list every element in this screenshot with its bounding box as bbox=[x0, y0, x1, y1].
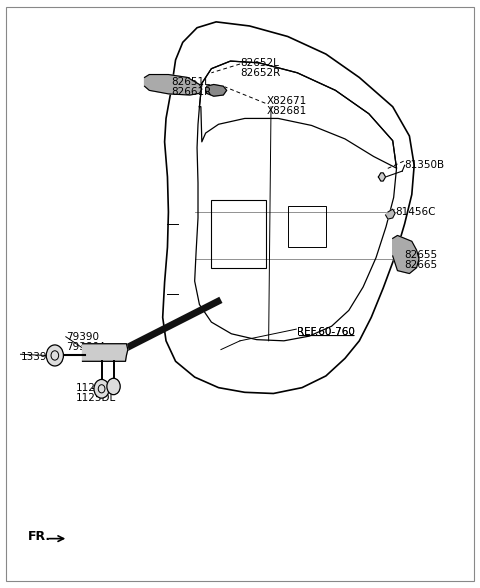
Text: X82681: X82681 bbox=[266, 106, 307, 116]
Text: 79390: 79390 bbox=[66, 332, 99, 342]
Text: 1339CC: 1339CC bbox=[21, 352, 62, 362]
Text: 81350B: 81350B bbox=[405, 161, 445, 171]
Text: X82671: X82671 bbox=[266, 96, 307, 106]
Text: 79380A: 79380A bbox=[66, 342, 106, 352]
Text: 1125DL: 1125DL bbox=[75, 393, 116, 403]
Bar bbox=[288, 206, 326, 247]
Text: REF.60-760: REF.60-760 bbox=[297, 327, 355, 337]
Text: FR.: FR. bbox=[28, 530, 51, 543]
Text: 82661R: 82661R bbox=[171, 87, 211, 97]
Polygon shape bbox=[83, 344, 128, 361]
Polygon shape bbox=[144, 75, 202, 95]
Text: 82652R: 82652R bbox=[240, 68, 280, 78]
Text: 82652L: 82652L bbox=[240, 58, 279, 68]
Circle shape bbox=[94, 379, 109, 398]
Circle shape bbox=[46, 345, 63, 366]
Polygon shape bbox=[393, 235, 419, 273]
Polygon shape bbox=[378, 173, 385, 181]
Text: 82655: 82655 bbox=[405, 250, 438, 260]
Text: 82651L: 82651L bbox=[171, 77, 210, 87]
Text: 81456C: 81456C bbox=[395, 207, 435, 217]
Text: REF.60-760: REF.60-760 bbox=[297, 327, 355, 337]
Text: 1125DE: 1125DE bbox=[75, 383, 116, 393]
Polygon shape bbox=[205, 85, 227, 96]
Circle shape bbox=[107, 378, 120, 395]
Polygon shape bbox=[385, 209, 395, 219]
Bar bbox=[211, 201, 266, 268]
Text: 82665: 82665 bbox=[405, 260, 438, 270]
